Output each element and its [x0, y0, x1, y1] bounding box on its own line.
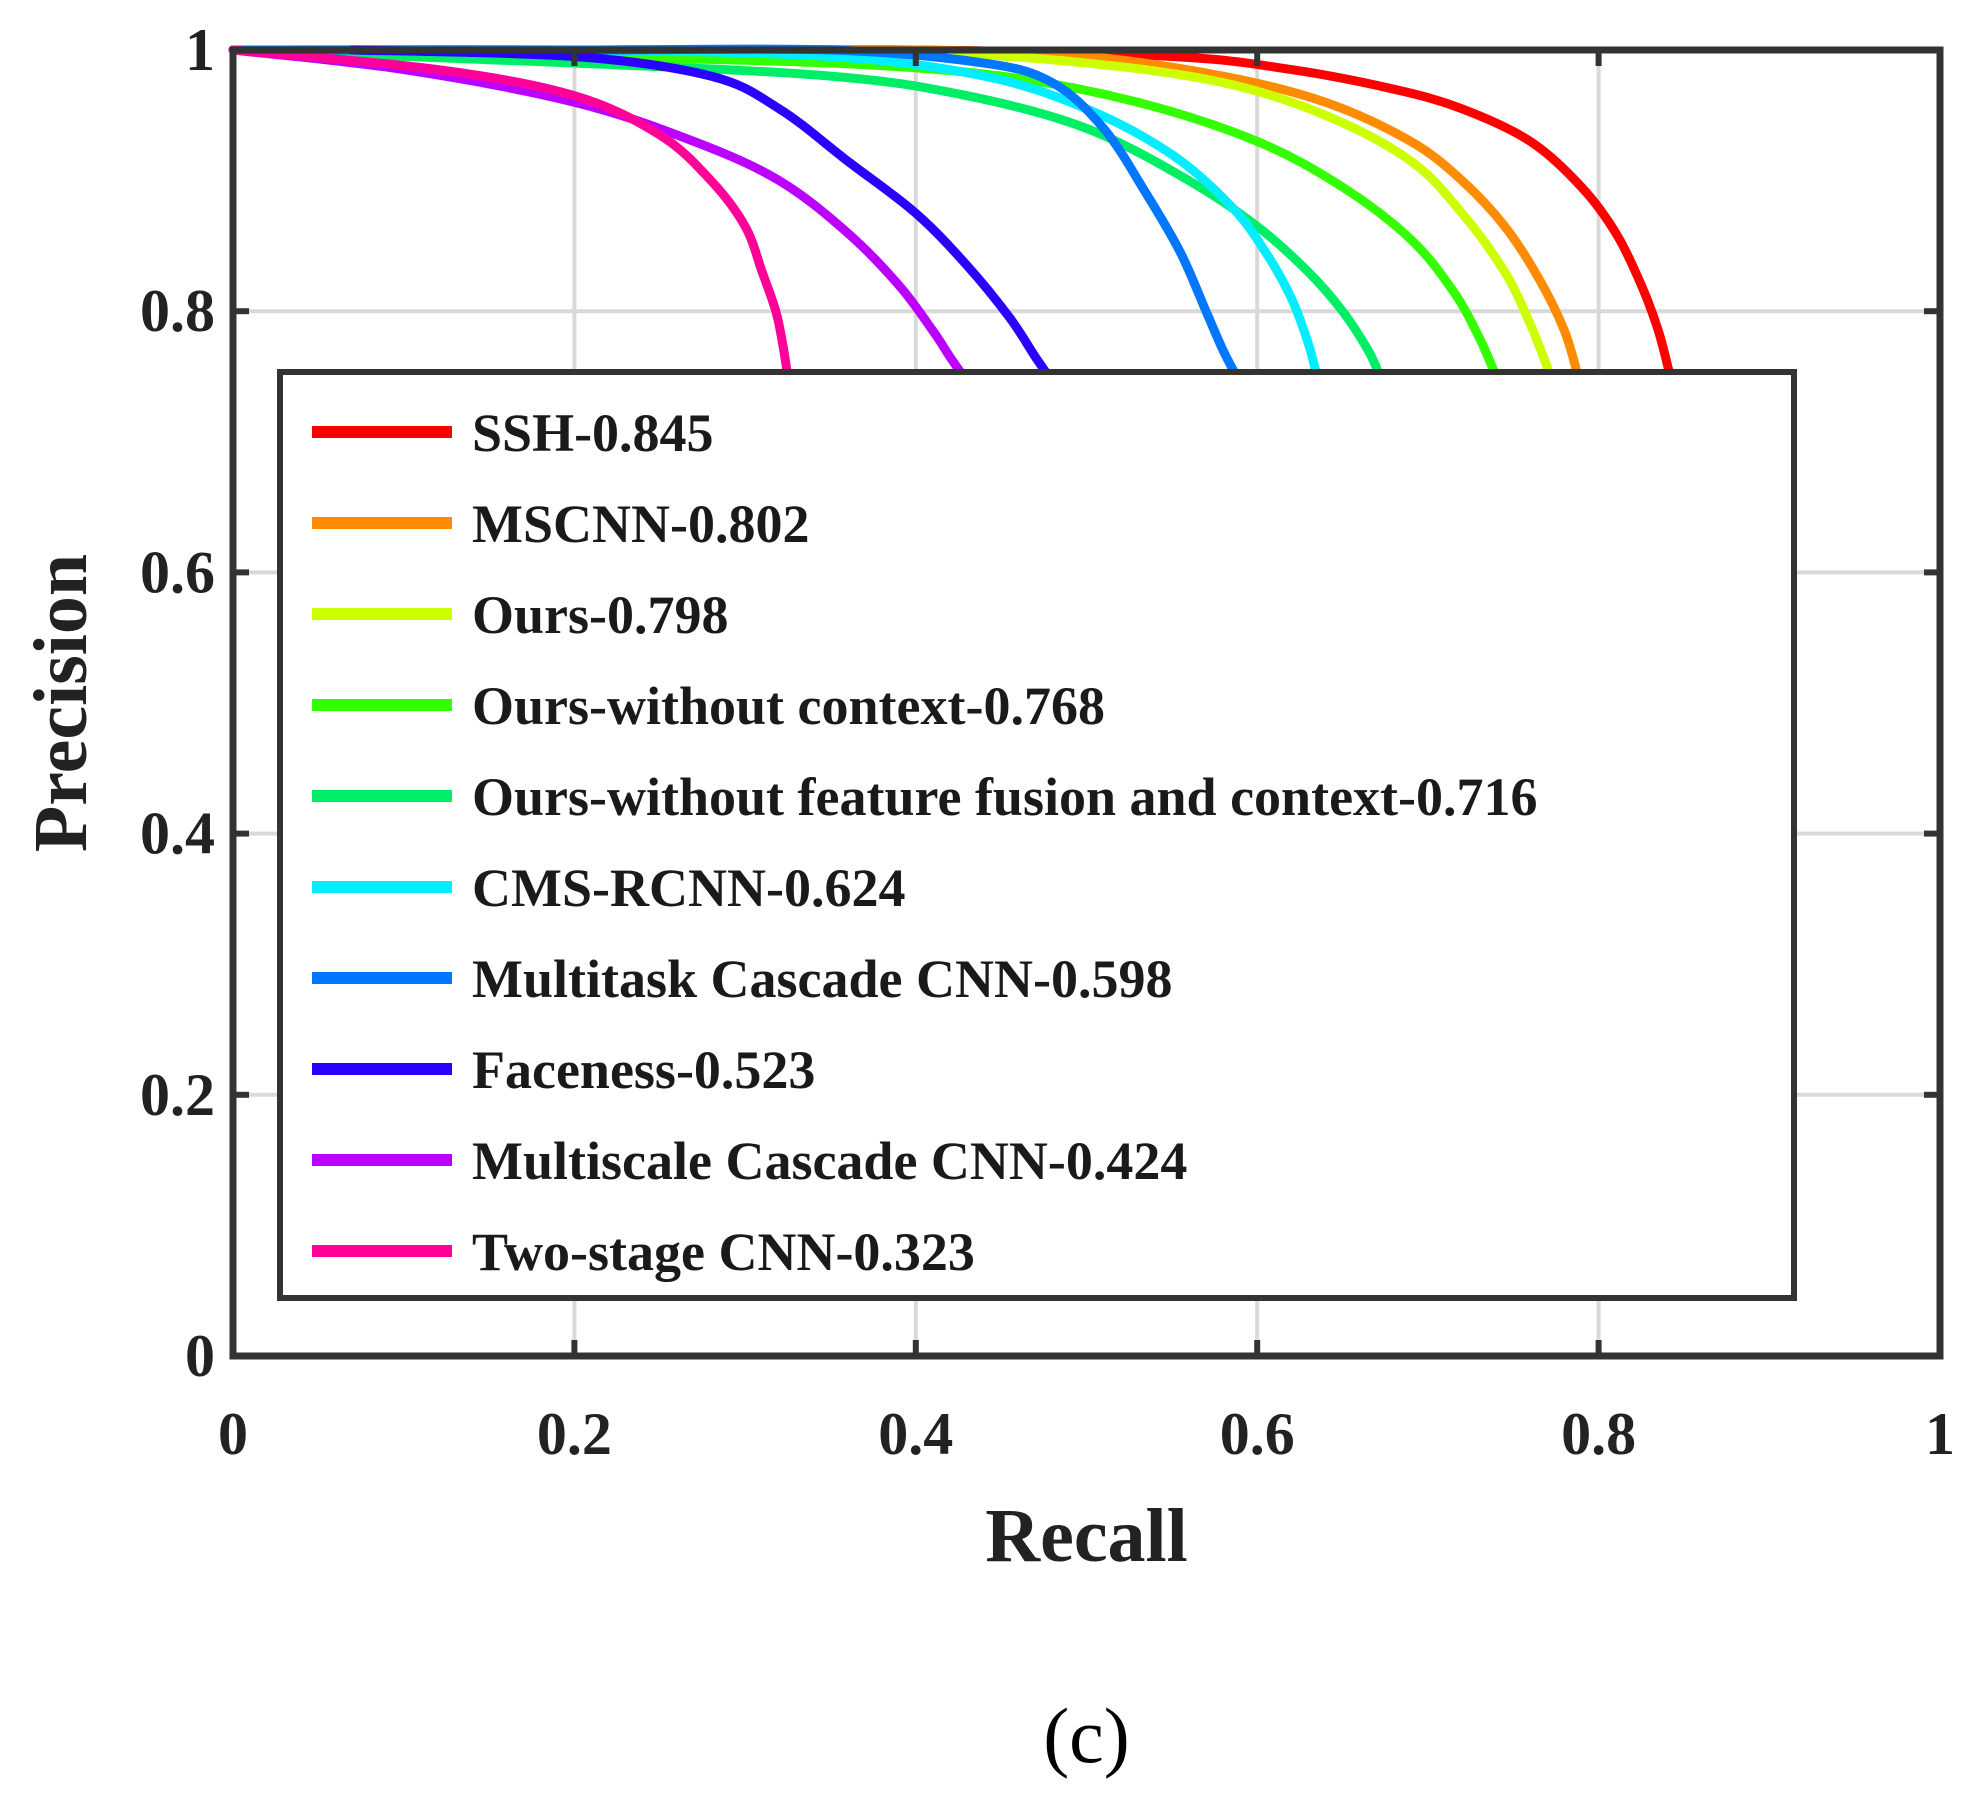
legend: SSH-0.845 MSCNN-0.802 Ours-0.798 Ours-witho… — [277, 369, 1797, 1301]
legend-label: Two-stage CNN-0.323 — [472, 1222, 975, 1282]
y-tick-label: 0.8 — [140, 278, 215, 344]
series-line-faceness-0-523 — [347, 45, 1054, 381]
figure-caption: (c) — [1043, 1692, 1130, 1779]
legend-label: MSCNN-0.802 — [472, 494, 809, 554]
series-line-ssh-0-845 — [228, 45, 1675, 381]
tick-labels: 0 0.2 0.4 0.6 0.8 1 0 0.2 0.4 0.6 0.8 1 — [140, 17, 1955, 1467]
legend-label: Ours-without feature fusion and context-… — [472, 767, 1538, 827]
axis-ticks — [230, 47, 1943, 1359]
x-tick-label: 0.8 — [1561, 1401, 1636, 1467]
series-line-multiscale-cascade-cnn-0-424 — [228, 45, 969, 381]
y-tick-label: 0.2 — [140, 1062, 215, 1128]
x-axis-label: Recall — [985, 1494, 1188, 1578]
y-tick-label: 0.6 — [140, 539, 215, 605]
legend-label: Ours-without context-0.768 — [472, 676, 1105, 736]
series-line-ours-without-feature-fusion-and-context-0-716 — [228, 45, 1385, 381]
legend-label: Multitask Cascade CNN-0.598 — [472, 949, 1172, 1009]
x-tick-label: 0.4 — [878, 1401, 953, 1467]
legend-box — [277, 369, 1797, 1301]
legend-label: SSH-0.845 — [472, 403, 714, 463]
x-tick-label: 0.6 — [1220, 1401, 1295, 1467]
series-line-two-stage-cnn-0-323 — [228, 45, 793, 381]
y-axis-label: Precision — [19, 554, 103, 852]
legend-label: Ours-0.798 — [472, 585, 729, 645]
series-layer — [228, 44, 1675, 381]
y-tick-label: 0 — [185, 1323, 215, 1389]
x-tick-label: 1 — [1925, 1401, 1955, 1467]
plot-frame — [229, 46, 1944, 1360]
x-tick-label: 0 — [218, 1401, 248, 1467]
y-tick-label: 1 — [185, 17, 215, 83]
y-tick-label: 0.4 — [140, 801, 215, 867]
legend-label: Faceness-0.523 — [472, 1040, 815, 1100]
x-tick-label: 0.2 — [537, 1401, 612, 1467]
legend-label: CMS-RCNN-0.624 — [472, 858, 905, 918]
legend-label: Multiscale Cascade CNN-0.424 — [472, 1131, 1187, 1191]
